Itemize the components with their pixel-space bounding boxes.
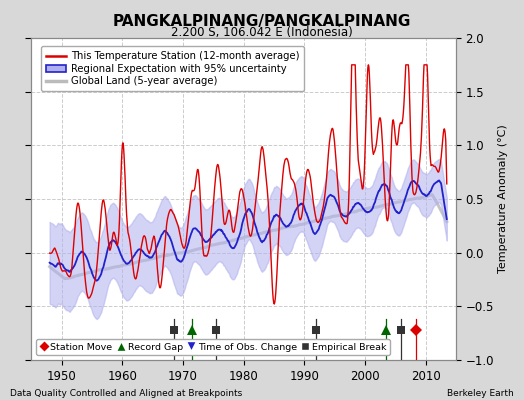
Text: PANGKALPINANG/PANGKALPINANG: PANGKALPINANG/PANGKALPINANG: [113, 14, 411, 29]
Text: 2.200 S, 106.042 E (Indonesia): 2.200 S, 106.042 E (Indonesia): [171, 26, 353, 39]
Text: Berkeley Earth: Berkeley Earth: [447, 389, 514, 398]
Y-axis label: Temperature Anomaly (°C): Temperature Anomaly (°C): [498, 125, 508, 273]
Legend: Station Move, Record Gap, Time of Obs. Change, Empirical Break: Station Move, Record Gap, Time of Obs. C…: [36, 339, 390, 355]
Text: Data Quality Controlled and Aligned at Breakpoints: Data Quality Controlled and Aligned at B…: [10, 389, 243, 398]
